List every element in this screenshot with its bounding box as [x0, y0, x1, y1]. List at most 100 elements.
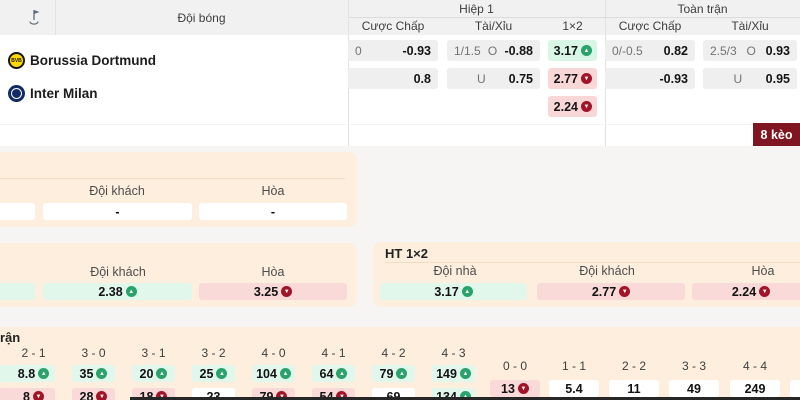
score-odds-cell[interactable]: 5.4 [549, 380, 599, 397]
odds-up-icon: ▲ [125, 286, 137, 297]
header-away-team: Đội khách [90, 265, 146, 279]
odds-cell-h1-over[interactable]: 1/1.5 O -0.88 [447, 40, 540, 61]
odds-value: 0.82 [663, 43, 688, 58]
odds-cell-draw[interactable]: - [199, 203, 347, 220]
header-home-team: Đội nhà [433, 264, 477, 278]
odds-cell-ft-handicap-home[interactable]: 0/-0.5 0.82 [605, 40, 695, 61]
odds-value: 3.25 [253, 284, 279, 299]
odds-count-badge[interactable]: 8 kèo [753, 123, 800, 146]
odds-up-icon: ▲ [156, 368, 168, 379]
panel-correct-score [0, 327, 800, 400]
handicap-line: 0/-0.5 [612, 43, 643, 58]
over-label: O [746, 43, 756, 58]
divider [0, 178, 345, 179]
score-header: 4 - 0 [261, 346, 286, 360]
odds-cell-ft-over[interactable]: 2.5/3 O 0.93 [703, 40, 797, 61]
handicap-line: 0 [355, 43, 362, 58]
odds-cell-fragment[interactable] [0, 203, 35, 220]
score-header: 4 - 3 [441, 346, 466, 360]
odds-down-icon: ▼ [32, 391, 44, 400]
under-label: U [476, 71, 486, 86]
odds-cell-away[interactable]: 2.38 ▲ [43, 283, 192, 300]
odds-cell-home[interactable]: 3.17 ▲ [380, 283, 527, 300]
odds-cell-fragment[interactable] [790, 380, 800, 397]
odds-value: 8 [23, 389, 30, 400]
score-odds-cell[interactable]: 8 ▼ [12, 388, 55, 400]
odds-value: -0.93 [659, 71, 689, 86]
odds-value: 11 [627, 381, 641, 396]
odds-cell-fragment[interactable] [0, 283, 35, 300]
odds-value: 79 [379, 366, 394, 381]
odds-cell-h1-1x2-away[interactable]: 2.77 ▼ [548, 68, 597, 89]
odds-value: 69 [386, 389, 401, 400]
score-odds-cell[interactable]: 35 ▲ [72, 365, 115, 382]
odds-value: 49 [687, 381, 701, 396]
odds-up-icon: ▲ [96, 368, 108, 379]
odds-value: -0.88 [504, 43, 533, 58]
inter-milan-logo [8, 85, 25, 102]
odds-cell-fragment[interactable] [0, 365, 14, 382]
odds-value: 104 [256, 366, 277, 381]
score-odds-cell[interactable]: 13 ▼ [490, 380, 540, 397]
header-away-team: Đội khách [89, 184, 145, 198]
odds-value: 25 [199, 366, 214, 381]
odds-cell-h1-under[interactable]: U 0.75 [447, 68, 540, 89]
corner-flag-icon [26, 8, 42, 26]
odds-cell-ft-under[interactable]: U 0.95 [703, 68, 797, 89]
odds-value: 28 [79, 389, 94, 400]
column-header-handicap-h1: Cược Chấp [361, 19, 425, 33]
team-name-away[interactable]: Inter Milan [30, 86, 98, 101]
header-away-team: Đội khách [579, 264, 635, 278]
divider [55, 0, 56, 35]
odds-up-icon: ▲ [581, 45, 592, 56]
odds-down-icon: ▼ [276, 391, 288, 400]
odds-value: 2.24 [731, 284, 757, 299]
odds-cell-away[interactable]: 2.77 ▼ [537, 283, 685, 300]
column-header-handicap-ft: Cược Chấp [618, 19, 682, 33]
team-name-home[interactable]: Borussia Dortmund [30, 53, 157, 68]
score-odds-cell[interactable]: 49 [669, 380, 719, 397]
odds-cell-away[interactable]: - [43, 203, 192, 220]
column-group-full-match: Toàn trận [677, 2, 728, 16]
column-header-overunder-ft: Tài/Xỉu [731, 19, 769, 33]
divider [348, 17, 800, 18]
score-odds-cell[interactable]: 8.8 ▲ [12, 365, 55, 382]
score-odds-cell[interactable]: 20 ▲ [132, 365, 175, 382]
panel-title-fragment: rận [0, 330, 21, 345]
score-odds-cell[interactable]: 149 ▲ [432, 365, 475, 382]
score-header: 3 - 1 [141, 346, 166, 360]
score-odds-cell[interactable]: 249 [730, 380, 780, 397]
odds-up-icon: ▲ [216, 368, 228, 379]
odds-value: 20 [139, 366, 154, 381]
column-header-1x2-h1: 1×2 [562, 19, 583, 33]
score-odds-cell[interactable]: 64 ▲ [312, 365, 355, 382]
borussia-dortmund-logo: BVB [8, 52, 25, 69]
odds-cell-draw[interactable]: 3.25 ▼ [199, 283, 347, 300]
score-odds-cell[interactable]: 79 ▲ [372, 365, 415, 382]
odds-down-icon: ▼ [619, 286, 631, 297]
odds-value: 134 [436, 389, 457, 400]
odds-value: 54 [319, 389, 334, 400]
odds-cell-h1-1x2-draw[interactable]: 2.24 ▼ [548, 96, 597, 117]
score-odds-cell[interactable]: 11 [609, 380, 659, 397]
score-odds-cell[interactable]: 25 ▲ [192, 365, 235, 382]
odds-cell-h1-handicap-away[interactable]: 0.8 [348, 68, 438, 89]
divider [385, 262, 800, 263]
odds-value: 18 [139, 389, 154, 400]
score-header: 1 - 1 [561, 359, 586, 373]
odds-down-icon: ▼ [336, 391, 348, 400]
column-group-first-half: Hiệp 1 [459, 2, 494, 16]
odds-cell-fragment[interactable] [0, 388, 14, 400]
odds-cell-h1-handicap-home[interactable]: 0 -0.93 [348, 40, 438, 61]
odds-up-icon: ▲ [459, 368, 471, 379]
odds-value: 3.17 [553, 43, 578, 58]
odds-down-icon: ▼ [517, 383, 529, 394]
odds-cell-draw[interactable]: 2.24 ▼ [692, 283, 800, 300]
odds-cell-ft-handicap-away[interactable]: -0.93 [605, 68, 695, 89]
odds-cell-h1-1x2-home[interactable]: 3.17 ▲ [548, 40, 597, 61]
score-odds-cell[interactable]: 104 ▲ [252, 365, 295, 382]
odds-value: -0.93 [402, 43, 432, 58]
score-odds-cell[interactable]: 28 ▼ [72, 388, 115, 400]
score-header: 4 - 2 [381, 346, 406, 360]
odds-up-icon: ▲ [396, 368, 408, 379]
